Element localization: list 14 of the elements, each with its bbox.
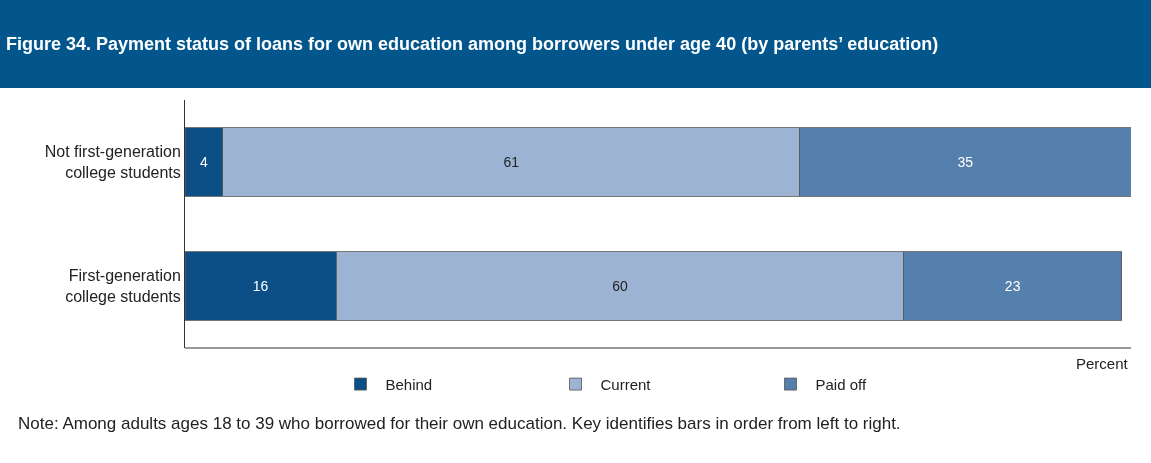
chart-title: Figure 34. Payment status of loans for own education among borrowers under age 40 (by parents’ education) (6, 34, 939, 54)
data-label: 60 (612, 278, 629, 294)
y-tick-label: First-generation college students (65, 267, 181, 305)
text: Note: Among adults ages 18 to 39 who borrowed for their own education. Key identifies bars in order from left to right. (18, 414, 901, 433)
legend-label: Paid off (815, 375, 867, 393)
data-label: 35 (957, 154, 974, 170)
legend-label: Current (600, 375, 652, 393)
data-label: 4 (199, 154, 208, 170)
x-axis-title: Percent (1076, 355, 1129, 372)
data-label: 61 (503, 154, 520, 170)
legend-label: Behind (385, 375, 433, 393)
data-label: 23 (1004, 278, 1021, 294)
y-tick-label: Not first-generation college students (44, 143, 181, 181)
data-label: 16 (252, 278, 269, 294)
